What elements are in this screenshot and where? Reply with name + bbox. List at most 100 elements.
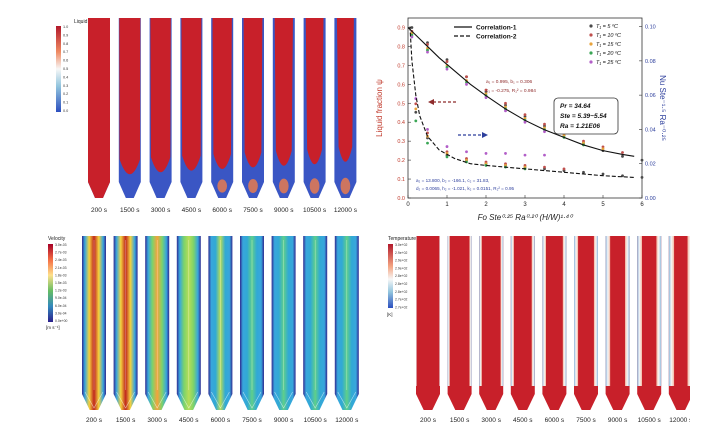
- y2-tick-label: 0.08: [645, 59, 656, 65]
- liquid-column: 9000 s: [272, 18, 295, 214]
- series-legend-label: T₁ = 15 ºC: [596, 41, 621, 48]
- temperature-cold-wall-right: [439, 236, 440, 386]
- velocity-time-label: 6000 s: [211, 417, 231, 424]
- liquid-fraction-columns: 200 s 1500 s 3000 s 4500 s 6000 s 7500 s 9000 …: [88, 18, 358, 214]
- nu-point: [414, 119, 418, 123]
- temperature-column: 9000 s: [605, 236, 630, 424]
- velocity-legend-tick: 1.2e-03: [55, 289, 67, 293]
- velocity-bottom-streamline: [337, 391, 357, 409]
- liquid-time-label: 7500 s: [243, 207, 263, 214]
- temperature-legend-tick: 2.8e+02: [395, 282, 407, 286]
- parameter-ra: Ra = 1.21E06: [560, 123, 600, 130]
- psi-point: [484, 88, 488, 92]
- velocity-legend-tick: 1.8e-03: [55, 273, 67, 277]
- annotation-red-2: c₁ = -0.275, R₁² = 0.984: [486, 88, 536, 94]
- temperature-column-field: [668, 236, 690, 410]
- psi-point: [504, 101, 507, 105]
- temperature-column-field: [447, 236, 472, 410]
- velocity-legend-tick: 2.7e-03: [55, 251, 67, 255]
- velocity-column: 6000 s: [208, 236, 233, 424]
- series-legend-label: T₁ = 5 ºC: [596, 23, 618, 30]
- liquid-legend-tick: 1.0: [63, 25, 68, 29]
- liquid-legend-tick: 0.4: [63, 75, 68, 79]
- velocity-bottom-streamline: [147, 391, 167, 409]
- liquid-column-bottom-melt: [248, 179, 258, 193]
- temperature-column-field: [574, 236, 598, 410]
- temperature-legend-tick: 2.7e+02: [395, 305, 407, 309]
- velocity-bottom-streamline: [116, 391, 135, 409]
- liquid-column-bottom-melt: [278, 178, 289, 194]
- velocity-legend-title: Velocity: [48, 236, 66, 242]
- velocity-bottom-streamline: [274, 391, 293, 409]
- liquid-column: 1500 s: [118, 18, 141, 214]
- liquid-legend-tick: 0.1: [63, 101, 68, 105]
- temperature-time-label: 1500 s: [450, 417, 470, 424]
- nu-point: [484, 164, 488, 167]
- temperature-cold-wall-left: [668, 236, 675, 386]
- temperature-legend-tick: 3.0e+02: [395, 243, 407, 247]
- y-axis-label: Liquid fraction ψ: [375, 79, 384, 137]
- liquid-column: 3000 s: [149, 18, 172, 214]
- series-legend-label: T₁ = 10 ºC: [596, 32, 621, 39]
- liquid-time-label: 6000 s: [212, 207, 232, 214]
- temperature-time-label: 3000 s: [481, 417, 501, 424]
- temperature-column-field: [637, 236, 662, 410]
- nu-point: [414, 107, 418, 111]
- psi-series: [410, 29, 624, 154]
- x-tick-label: 1: [445, 202, 449, 208]
- velocity-time-label: 10500 s: [304, 417, 328, 424]
- temperature-column-field: [510, 236, 535, 410]
- velocity-legend-tick: 2.4e-03: [55, 258, 67, 262]
- velocity-bottom-streamline: [242, 391, 262, 409]
- series-legend-marker: [589, 42, 593, 46]
- temperature-time-label: 200 s: [420, 417, 437, 424]
- nu-point: [601, 172, 605, 176]
- y-tick-label: 0.7: [397, 63, 405, 69]
- series-legend-label: T₁ = 25 ºC: [596, 59, 621, 66]
- temperature-cold-wall-left: [637, 236, 642, 386]
- psi-point: [465, 82, 468, 86]
- psi-series: [410, 35, 546, 134]
- liquid-column-melt: [274, 18, 293, 166]
- psi-point: [445, 67, 449, 71]
- psi-point: [523, 120, 527, 124]
- temperature-column: 7500 s: [574, 236, 598, 424]
- temperature-legend-unit: [K]: [387, 312, 393, 317]
- chart-curves: [407, 26, 635, 178]
- psi-point: [484, 96, 488, 99]
- liquid-fraction-panel: Liquid Fraction 1.00.90.80.70.60.50.40.3…: [56, 18, 358, 214]
- velocity-column: 1500 s: [113, 236, 138, 424]
- x-tick-label: 2: [484, 202, 488, 208]
- velocity-time-label: 4500 s: [179, 417, 199, 424]
- liquid-column: 12000 s: [334, 18, 358, 214]
- temperature-column-field: [416, 236, 440, 410]
- series-legend-marker: [589, 24, 593, 28]
- temperature-column: 200 s: [416, 236, 440, 424]
- velocity-panel: Velocity 3.0e-03 2.7e-03 2.4e-03 2.1e-03 1.8…: [46, 236, 359, 424]
- temperature-column: 6000 s: [542, 236, 567, 424]
- velocity-bottom-streamline: [84, 391, 104, 409]
- velocity-bottom-streamline: [179, 391, 199, 409]
- psi-point: [543, 130, 546, 134]
- annotation-blue-1: a₂ = 13.800, b₂ = -166.1, c₂ = 31.83,: [416, 178, 489, 183]
- temperature-cold-wall-left: [574, 236, 579, 386]
- annotation-blue-2: d₂ = 0.0065, h₂ = -1.021, k₂ = 0.0151, R…: [416, 186, 514, 191]
- x-tick-label: 3: [523, 202, 527, 208]
- nu-point: [562, 167, 566, 171]
- red-arrowhead: [428, 99, 434, 105]
- legend-correlation-1: Correlation-1: [476, 25, 517, 32]
- nu-point: [414, 110, 418, 114]
- temperature-column: 4500 s: [510, 236, 535, 424]
- liquid-time-label: 12000 s: [334, 207, 358, 214]
- nu-point: [426, 141, 429, 145]
- liquid-column-melt: [243, 18, 263, 168]
- liquid-fraction-chart: 0.00.10.20.30.40.50.60.70.80.9 0.000.020…: [375, 17, 667, 222]
- temperature-column-field: [479, 236, 504, 410]
- liquid-column: 7500 s: [242, 18, 264, 214]
- liquid-legend-tick: 0.3: [63, 84, 68, 88]
- nu-point: [484, 152, 488, 155]
- line-legend: Correlation-1 Correlation-2: [454, 25, 517, 41]
- temperature-cold-wall-right: [500, 236, 504, 386]
- y-tick-label: 0.1: [397, 177, 405, 183]
- velocity-time-label: 12000 s: [335, 417, 359, 424]
